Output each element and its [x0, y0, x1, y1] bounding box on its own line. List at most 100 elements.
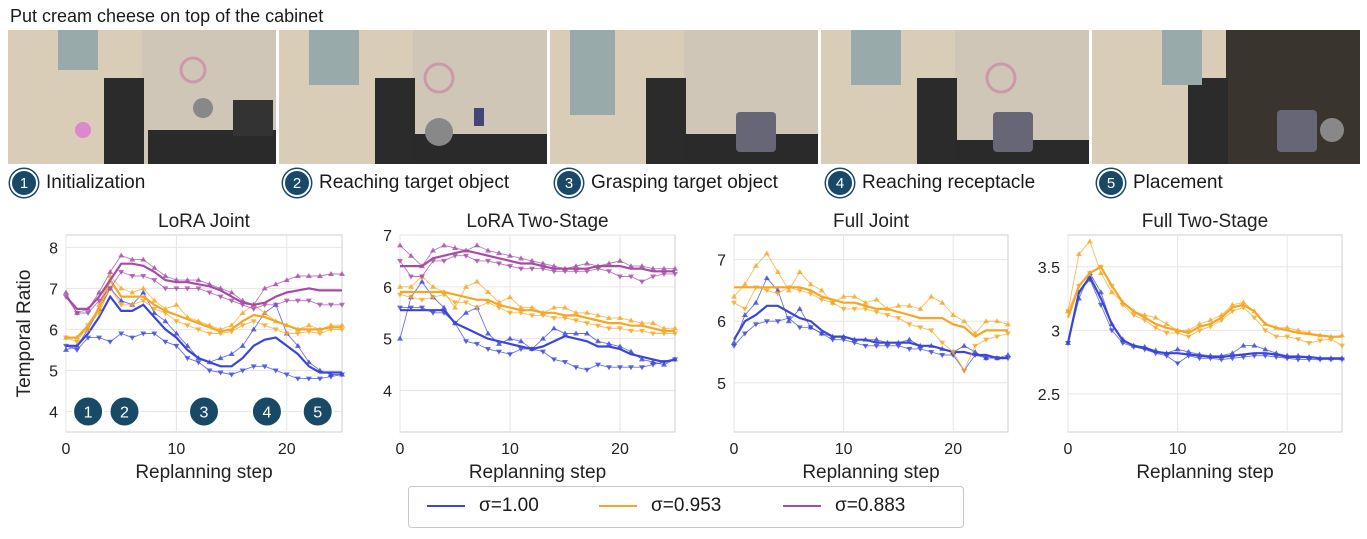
data-point-up — [228, 351, 235, 357]
data-point-down — [283, 331, 290, 337]
data-point-down — [74, 347, 81, 353]
data-point-up — [1086, 238, 1093, 244]
data-point-down — [250, 306, 257, 312]
y-tick-label: 3.5 — [1038, 260, 1060, 277]
data-point-up — [628, 263, 634, 269]
data-point-down — [983, 356, 990, 362]
data-point-down — [507, 264, 513, 270]
data-point-up — [151, 297, 158, 303]
data-point-down — [173, 319, 180, 325]
data-point-down — [1273, 355, 1280, 361]
data-point-down — [1152, 325, 1159, 331]
data-point-down — [518, 266, 524, 272]
data-point-down — [316, 376, 323, 382]
data-point-up — [485, 289, 491, 295]
data-point-up — [430, 247, 436, 253]
data-point-up — [1152, 314, 1159, 320]
data-point-down — [829, 300, 836, 306]
data-point-down — [217, 370, 224, 376]
data-point-down — [228, 298, 235, 304]
data-point-down — [650, 274, 656, 280]
data-point-up — [408, 252, 414, 258]
data-point-down — [206, 368, 213, 374]
data-point-up — [261, 285, 268, 291]
step-number-badge: 5 — [1097, 169, 1125, 197]
chart-title: LoRA Joint — [158, 211, 251, 232]
step-reaching-target: 2 Reaching target object — [283, 169, 509, 197]
data-point-up — [540, 335, 546, 341]
data-point-up — [1240, 299, 1247, 305]
data-point-up — [118, 252, 125, 258]
data-point-down — [305, 376, 312, 382]
data-point-down — [195, 286, 202, 292]
data-point-up — [507, 252, 513, 258]
x-axis-label: Replanning step — [135, 462, 272, 483]
data-point-down — [551, 269, 557, 275]
data-point-down — [994, 334, 1001, 340]
data-point-up — [1284, 324, 1291, 330]
data-point-down — [118, 269, 125, 275]
data-point-up — [551, 263, 557, 269]
data-point-up — [1196, 320, 1203, 326]
data-point-down — [617, 326, 623, 332]
data-point-up — [1005, 321, 1011, 327]
data-point-down — [452, 300, 458, 306]
data-point-down — [485, 347, 491, 353]
data-point-down — [173, 286, 180, 292]
data-point-down — [74, 310, 81, 316]
data-point-down — [983, 337, 990, 343]
data-point-down — [628, 274, 634, 280]
data-point-down — [507, 310, 513, 316]
chart-panel: 0 10 20 5 6 7 Full Joint Replanning step — [717, 211, 1011, 483]
data-point-down — [873, 343, 880, 349]
data-point-up — [752, 262, 759, 268]
series-raw-line-up — [399, 280, 676, 366]
keyframe-image-2 — [279, 30, 547, 164]
data-point-up — [1185, 348, 1192, 354]
data-point-up — [639, 320, 645, 326]
data-point-up — [441, 304, 447, 310]
data-point-down — [1108, 328, 1115, 334]
data-point-down — [1005, 331, 1011, 337]
step-marker-badge — [108, 395, 141, 428]
data-point-down — [305, 298, 312, 304]
chart-panel: 0 10 20 2.5 3 3.5 Full Two-Stage Replanning ste… — [1038, 211, 1345, 483]
data-point-up — [397, 283, 403, 289]
data-point-up — [239, 342, 246, 348]
data-point-up — [463, 309, 469, 315]
data-point-up — [419, 278, 425, 284]
data-point-down — [639, 328, 645, 334]
data-point-up — [595, 312, 601, 318]
data-point-up — [961, 318, 968, 324]
data-point-down — [1262, 353, 1269, 359]
x-tick-label: 20 — [1278, 441, 1296, 458]
data-point-down — [1196, 328, 1203, 334]
data-point-up — [731, 293, 737, 299]
data-point-up — [408, 283, 414, 289]
data-point-up — [195, 277, 202, 283]
data-point-up — [584, 309, 590, 315]
data-point-down — [184, 323, 191, 329]
data-point-down — [785, 316, 792, 322]
series-line — [400, 290, 675, 333]
data-point-up — [1163, 320, 1170, 326]
data-point-down — [584, 269, 590, 275]
data-point-down — [895, 316, 902, 322]
series-line — [1066, 274, 1342, 360]
data-point-up — [305, 322, 312, 328]
chart-panel: 0 10 20 4 5 6 7 8 LoRA Joint Replanning step Tempo… — [14, 211, 345, 483]
data-point-up — [741, 281, 748, 287]
data-point-down — [763, 319, 770, 325]
data-point-down — [741, 306, 748, 312]
x-axis-label: Replanning step — [802, 462, 939, 483]
data-point-up — [628, 317, 634, 323]
series-line — [65, 262, 342, 311]
data-point-down — [1306, 341, 1313, 347]
data-point-down — [661, 271, 667, 277]
legend-item-sigma-0953: σ=0.953 — [599, 495, 721, 517]
data-point-up — [474, 242, 480, 248]
data-point-down — [316, 331, 323, 337]
data-point-down — [595, 266, 601, 272]
data-point-up — [129, 256, 136, 262]
data-point-up — [63, 346, 69, 352]
